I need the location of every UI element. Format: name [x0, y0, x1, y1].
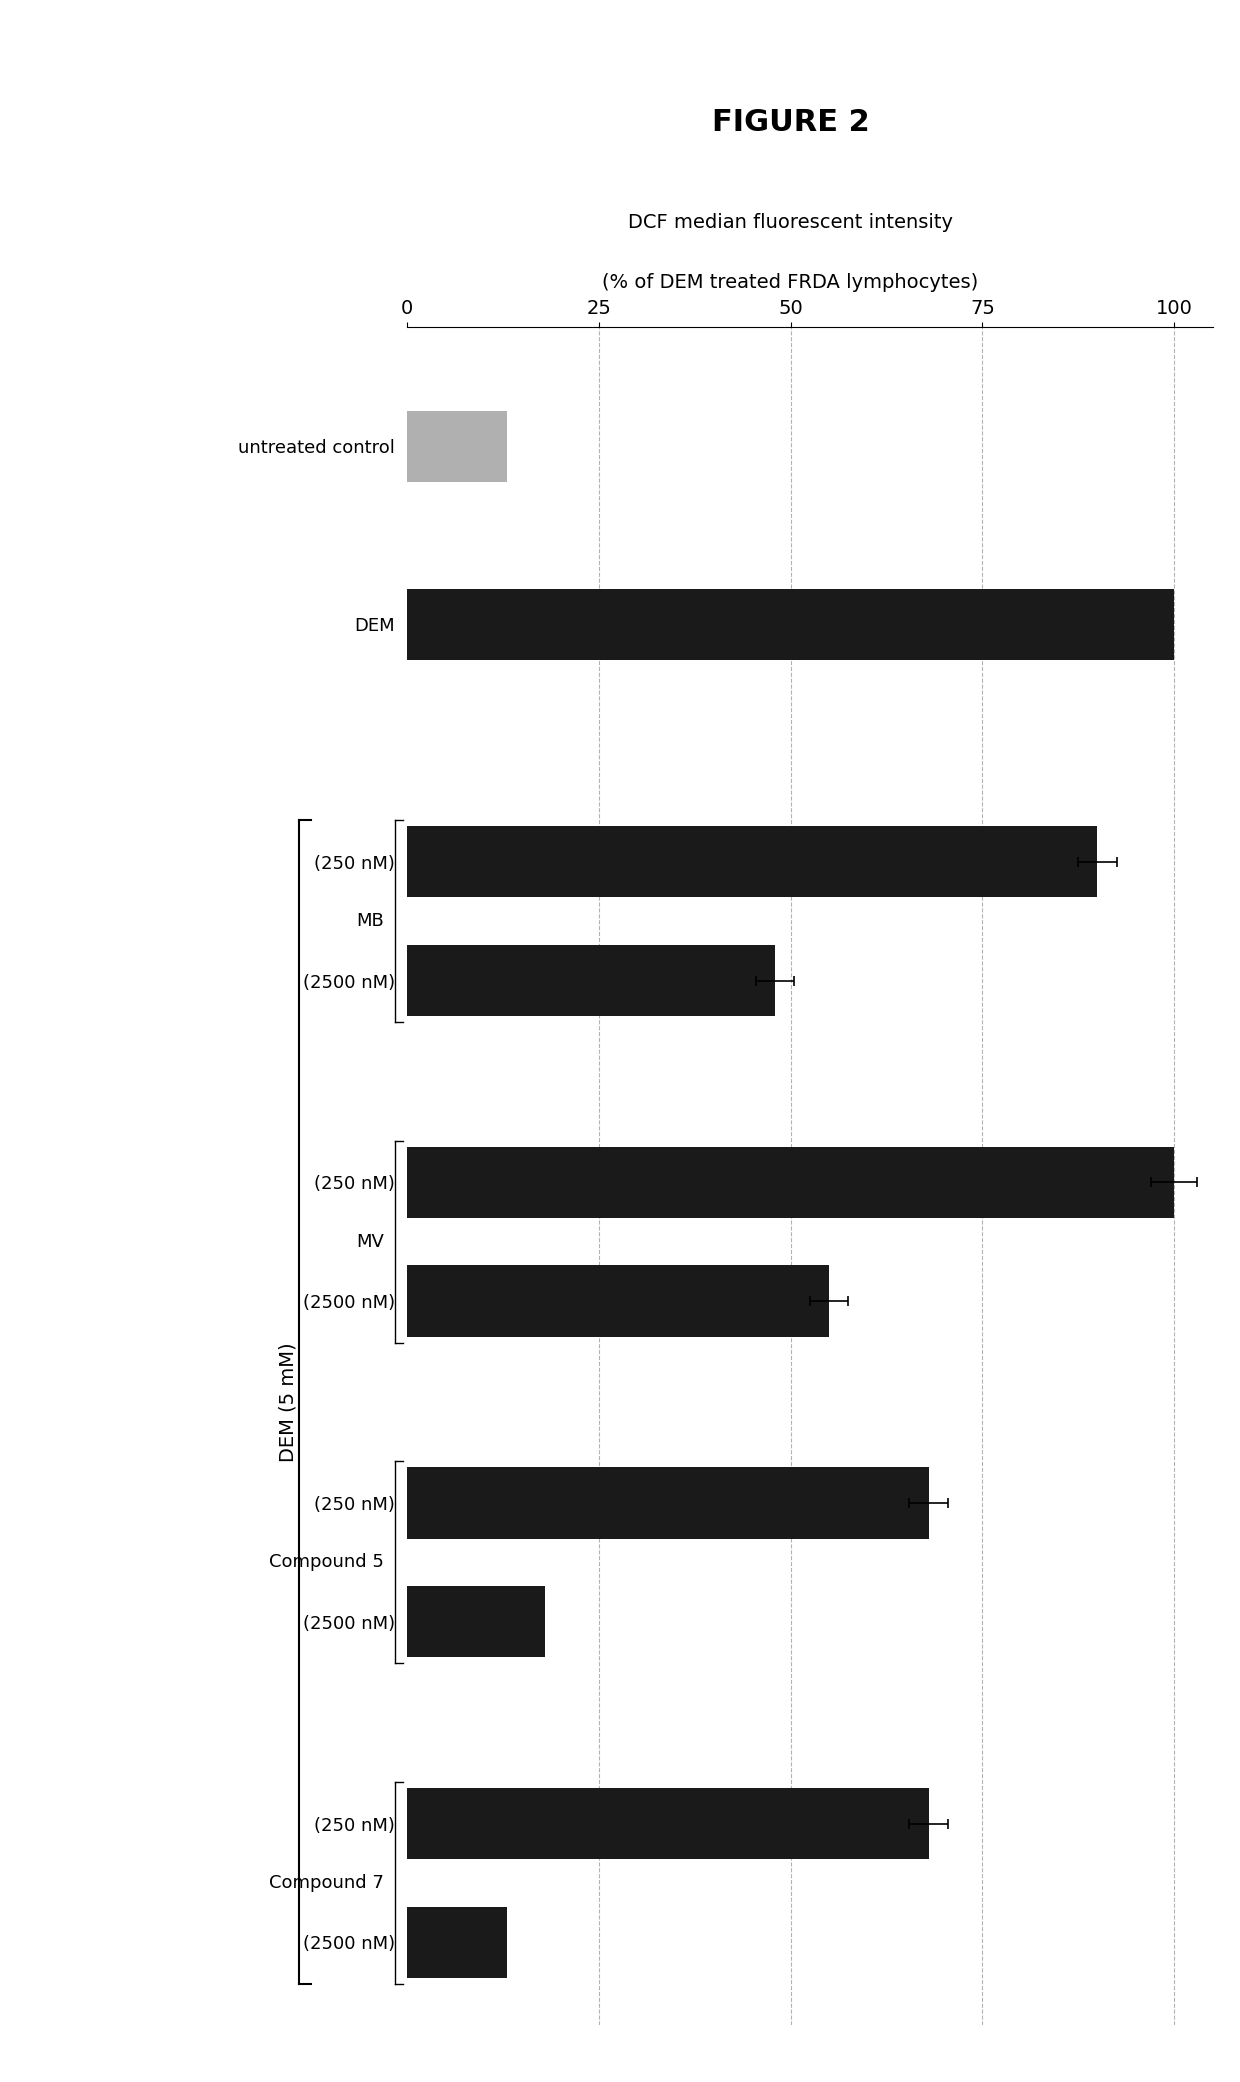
Text: Compound 5: Compound 5	[269, 1553, 384, 1572]
Text: Compound 7: Compound 7	[269, 1874, 384, 1893]
Bar	[407, 945, 775, 1016]
Bar	[407, 827, 1097, 897]
Bar	[407, 1788, 929, 1859]
Text: DEM (5 mM): DEM (5 mM)	[279, 1343, 298, 1462]
Bar	[407, 1147, 1174, 1218]
Bar	[407, 1907, 507, 1978]
Text: DCF median fluorescent intensity: DCF median fluorescent intensity	[627, 214, 954, 233]
Bar	[407, 410, 507, 481]
Bar	[407, 589, 1174, 660]
Text: MB: MB	[356, 912, 384, 931]
Bar	[407, 1468, 929, 1539]
Text: MV: MV	[356, 1233, 384, 1251]
Bar	[407, 1266, 828, 1337]
Bar	[407, 1586, 546, 1657]
Text: (% of DEM treated FRDA lymphocytes): (% of DEM treated FRDA lymphocytes)	[603, 273, 978, 291]
Text: FIGURE 2: FIGURE 2	[712, 108, 869, 137]
